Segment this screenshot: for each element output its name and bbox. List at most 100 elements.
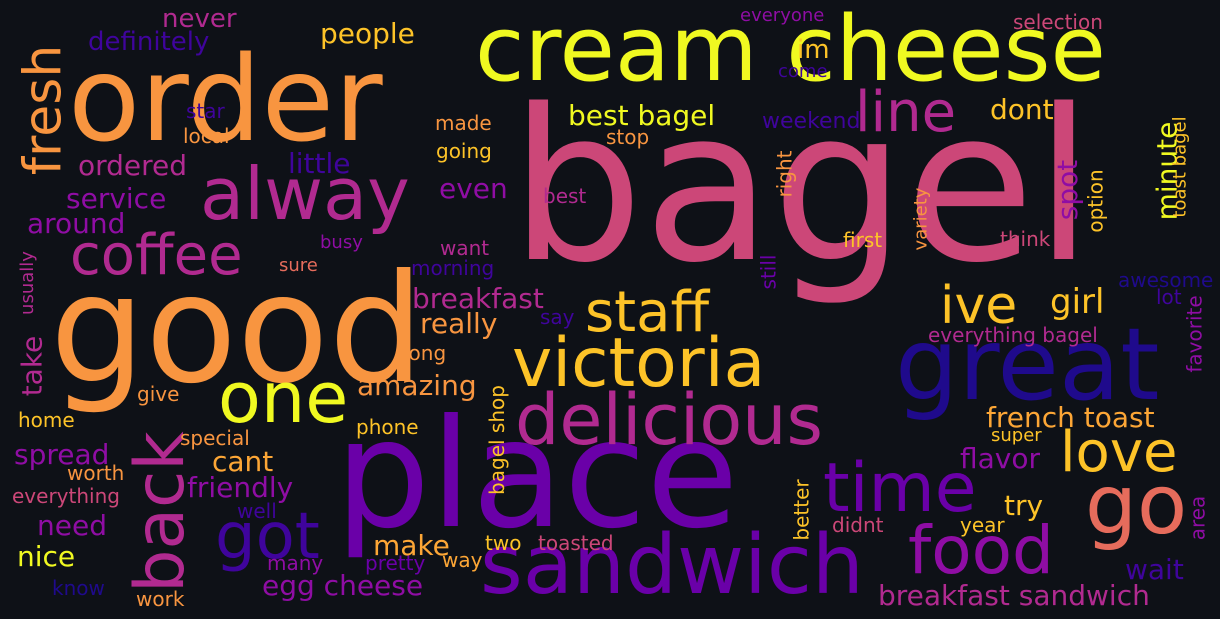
word-one: one [218, 357, 349, 439]
word-local: local [183, 124, 230, 148]
word-know: know [52, 576, 105, 600]
word-option: option [1083, 169, 1108, 233]
word-first: first [843, 228, 883, 252]
word-busy: busy [320, 232, 363, 253]
word-everything: everything [12, 484, 120, 508]
word-bagel: bagel [510, 64, 1093, 309]
word-breakfast-sandwich: breakfast sandwich [878, 579, 1150, 612]
word-flavor: flavor [960, 442, 1041, 475]
word-everyone: everyone [740, 5, 825, 26]
word-spot: spot [1051, 159, 1085, 221]
word-way: way [442, 548, 483, 572]
word-cant: cant [212, 445, 274, 478]
word-around: around [27, 207, 126, 240]
word-didnt: didnt [832, 513, 884, 537]
word-nice: nice [17, 540, 76, 573]
word-girl: girl [1050, 282, 1105, 322]
word-egg-cheese: egg cheese [262, 569, 424, 602]
word-wait: wait [1125, 553, 1184, 586]
word-time: time [823, 449, 977, 528]
word-french-toast: french toast [986, 401, 1155, 434]
word-staff: staff [585, 280, 710, 345]
word-weekend: weekend [762, 109, 861, 134]
word-even: even [439, 172, 508, 205]
word-area: area [1185, 495, 1210, 541]
word-think: think [1000, 227, 1051, 251]
word-special: special [180, 426, 250, 450]
word-victoria: victoria [512, 324, 766, 403]
word-stop: stop [606, 125, 650, 149]
word-best: best [543, 184, 587, 208]
word-work: work [136, 587, 185, 611]
word-come: come [778, 61, 828, 82]
word-toast-bagel: toast bagel [1169, 116, 1191, 218]
word-coffee: coffee [70, 223, 243, 288]
word-toasted: toasted [538, 531, 614, 555]
word-take: take [15, 335, 49, 397]
word-place: place [335, 388, 739, 562]
word-say: say [540, 305, 575, 329]
word-worth: worth [67, 461, 125, 485]
word-im: im [797, 35, 830, 65]
word-long: long [403, 341, 447, 365]
word-need: need [37, 509, 107, 542]
word-alway: alway [200, 152, 410, 236]
word-amazing: amazing [357, 369, 477, 402]
word-best-bagel: best bagel [568, 99, 716, 132]
word-never: never [162, 4, 237, 34]
word-home: home [18, 408, 75, 432]
word-order: order [68, 30, 383, 168]
word-still: still [756, 254, 781, 290]
word-food: food [908, 512, 1054, 589]
word-want: want [440, 236, 490, 260]
word-year: year [960, 513, 1005, 537]
word-really: really [420, 307, 498, 340]
word-delicious: delicious [515, 379, 823, 461]
word-great: great [895, 306, 1160, 423]
word-super: super [991, 425, 1042, 446]
word-right: right [772, 150, 797, 198]
word-made: made [435, 111, 492, 135]
word-lot: lot [1156, 285, 1182, 309]
word-better: better [789, 479, 814, 541]
word-star: star [186, 99, 225, 123]
word-two: two [485, 531, 522, 555]
word-selection: selection [1013, 10, 1103, 34]
word-morning: morning [411, 256, 495, 280]
word-try: try [1004, 489, 1044, 522]
word-love: love [1060, 420, 1178, 485]
word-dont: dont [990, 93, 1054, 126]
word-friendly: friendly [187, 471, 294, 504]
word-awesome: awesome [1118, 268, 1214, 292]
word-well: well [237, 499, 277, 523]
word-everything-bagel: everything bagel [928, 323, 1098, 347]
word-give: give [137, 382, 180, 406]
word-breakfast: breakfast [412, 282, 544, 315]
word-favorite: favorite [1182, 295, 1207, 373]
word-ordered: ordered [78, 149, 188, 182]
word-back: back [120, 431, 200, 593]
word-fresh: fresh [13, 44, 74, 176]
word-people: people [320, 17, 415, 50]
word-going: going [436, 139, 492, 163]
word-pretty: pretty [365, 551, 426, 575]
word-ive: ive [940, 276, 1018, 336]
word-definitely: definitely [88, 27, 210, 57]
word-sure: sure [279, 255, 318, 276]
word-cream-cheese: cream cheese [475, 0, 1106, 102]
word-make: make [373, 529, 450, 562]
word-got: got [215, 500, 320, 574]
word-bagel-shop: bagel shop [484, 385, 509, 495]
word-go: go [1085, 458, 1188, 553]
word-line: line [855, 80, 957, 145]
word-sandwich: sandwich [480, 518, 864, 613]
word-spread: spread [14, 438, 110, 471]
word-service: service [66, 182, 167, 215]
word-phone: phone [356, 415, 419, 439]
word-variety: variety [910, 187, 932, 251]
word-little: little [288, 147, 351, 180]
word-usually: usually [16, 251, 38, 315]
word-many: many [267, 551, 324, 575]
word-good: good [50, 243, 424, 417]
